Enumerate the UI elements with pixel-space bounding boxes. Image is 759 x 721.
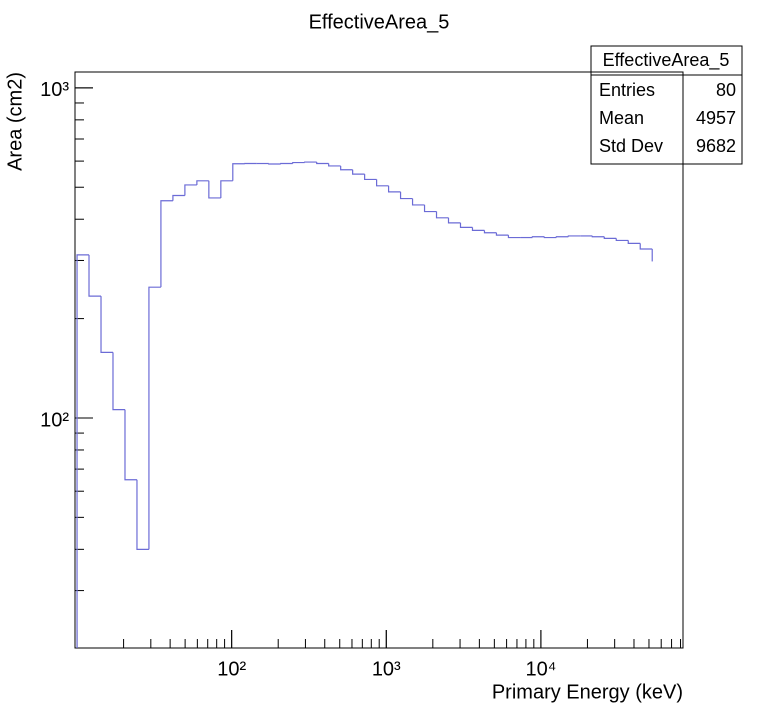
histogram-bin xyxy=(471,227,485,232)
stats-box: EffectiveArea_5 xyxy=(590,45,743,165)
histogram-bin xyxy=(88,254,102,297)
histogram-bin xyxy=(160,200,173,288)
histogram-bin xyxy=(531,236,545,238)
histogram-bin xyxy=(615,238,629,242)
histogram-bin xyxy=(399,191,413,200)
histogram-bin xyxy=(352,169,365,175)
stats-value: 4957 xyxy=(696,108,736,128)
histogram-bin xyxy=(196,180,209,185)
histogram-bin xyxy=(340,165,353,171)
stats-frame xyxy=(590,45,743,165)
histogram-bin xyxy=(232,163,245,181)
stats-label: Std Dev xyxy=(599,136,663,156)
histogram-bin xyxy=(316,162,329,165)
stats-title: EffectiveArea_5 xyxy=(603,50,730,71)
x-tick-label: 10³ xyxy=(372,658,401,680)
histogram-bin xyxy=(208,180,221,199)
histogram-bin xyxy=(423,204,437,213)
x-tick-label: 10² xyxy=(217,658,246,680)
histogram-bin xyxy=(148,286,161,550)
stats-value: 80 xyxy=(716,80,736,100)
histogram-bin xyxy=(112,352,125,411)
histogram-bin xyxy=(387,185,401,193)
histogram-bin xyxy=(172,194,185,201)
x-tick-label: 10⁴ xyxy=(525,658,556,680)
histogram-bin xyxy=(124,409,137,481)
histogram-bin xyxy=(627,240,641,244)
y-tick-label: 10² xyxy=(40,409,69,431)
histogram-bin xyxy=(328,163,341,167)
histogram-bin xyxy=(184,184,197,196)
histogram-bin xyxy=(483,230,497,234)
histogram-bin xyxy=(567,235,581,237)
histogram-bin xyxy=(100,296,113,353)
stats-label: Mean xyxy=(599,108,644,128)
histogram-bin xyxy=(495,232,509,236)
histogram-bin xyxy=(76,254,90,648)
y-tick-label: 10³ xyxy=(40,79,69,101)
histogram-bin xyxy=(603,236,617,239)
histogram-bin xyxy=(639,243,653,250)
histogram-bin xyxy=(220,180,233,198)
y-axis-title: Area (cm2) xyxy=(4,72,26,171)
histogram-bin xyxy=(411,198,425,206)
histogram-bin xyxy=(555,236,569,238)
histogram-bin xyxy=(292,161,305,164)
histogram-bin xyxy=(136,479,149,550)
stats-label: Entries xyxy=(599,80,655,100)
histogram-bin xyxy=(364,174,377,181)
histogram-bin xyxy=(591,235,605,238)
stats-value: 9682 xyxy=(696,136,736,156)
histogram-bin xyxy=(507,235,521,239)
histogram-bin xyxy=(459,222,473,228)
chart-title: EffectiveArea_5 xyxy=(309,11,450,33)
histogram-bin xyxy=(435,211,449,219)
histogram-bin xyxy=(447,217,461,224)
histogram-bin xyxy=(543,236,557,239)
histogram-bin xyxy=(376,179,389,187)
x-axis-title: Primary Energy (keV) xyxy=(492,681,683,703)
